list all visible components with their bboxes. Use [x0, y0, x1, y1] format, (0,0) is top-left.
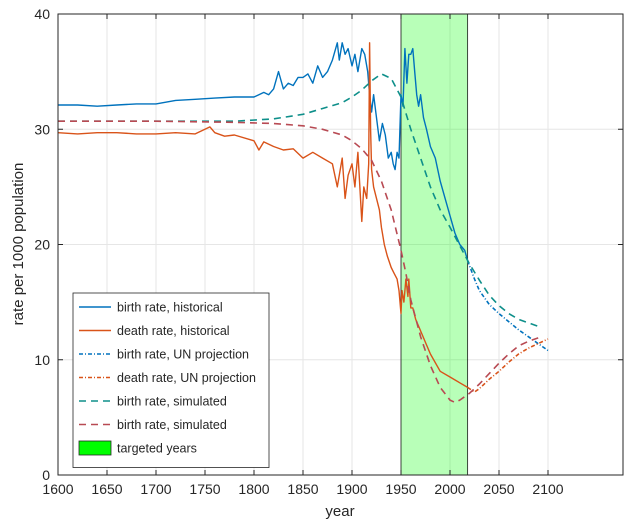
legend-label-4: birth rate, simulated	[117, 395, 227, 409]
x-tick-label: 1800	[238, 481, 269, 497]
y-tick-label: 10	[34, 352, 50, 368]
legend-label-highlight: targeted years	[117, 442, 197, 456]
legend: birth rate, historical death rate, histor…	[72, 292, 270, 468]
y-tick-label: 30	[34, 121, 50, 137]
legend-label-1: death rate, historical	[117, 324, 230, 338]
legend-box	[72, 292, 270, 468]
x-tick-label: 1650	[91, 481, 122, 497]
legend-swatch-highlight	[78, 440, 112, 456]
axis-ticks: 1600 1650 1700 1750 1800 1850 1900 1950 2000 2050…	[34, 6, 623, 497]
legend-label-5: birth rate, simulated	[117, 418, 227, 432]
legend-label-0: birth rate, historical	[117, 301, 223, 315]
x-axis-label: year	[325, 503, 354, 520]
series-line-4	[58, 73, 539, 328]
series-line-1	[58, 42, 468, 389]
x-tick-label: 2050	[483, 481, 514, 497]
legend-label-2: birth rate, UN projection	[117, 348, 249, 362]
targeted-years-band	[400, 13, 469, 476]
y-tick-label: 0	[42, 467, 50, 483]
x-tick-label: 1600	[42, 481, 73, 497]
x-tick-label: 2100	[532, 481, 563, 497]
x-tick-label: 2000	[434, 481, 465, 497]
series-line-0	[58, 42, 469, 261]
series-layer	[58, 42, 549, 404]
x-tick-label: 1700	[140, 481, 171, 497]
x-tick-label: 1750	[189, 481, 220, 497]
x-tick-label: 1900	[336, 481, 367, 497]
x-tick-label: 1850	[287, 481, 318, 497]
series-line-5	[58, 120, 539, 404]
series-line-3	[467, 338, 549, 393]
y-tick-label: 40	[34, 6, 50, 22]
x-tick-label: 1950	[385, 481, 416, 497]
legend-label-3: death rate, UN projection	[117, 371, 256, 385]
y-axis-label: rate per 1000 population	[10, 163, 27, 326]
y-tick-label: 20	[34, 237, 50, 253]
